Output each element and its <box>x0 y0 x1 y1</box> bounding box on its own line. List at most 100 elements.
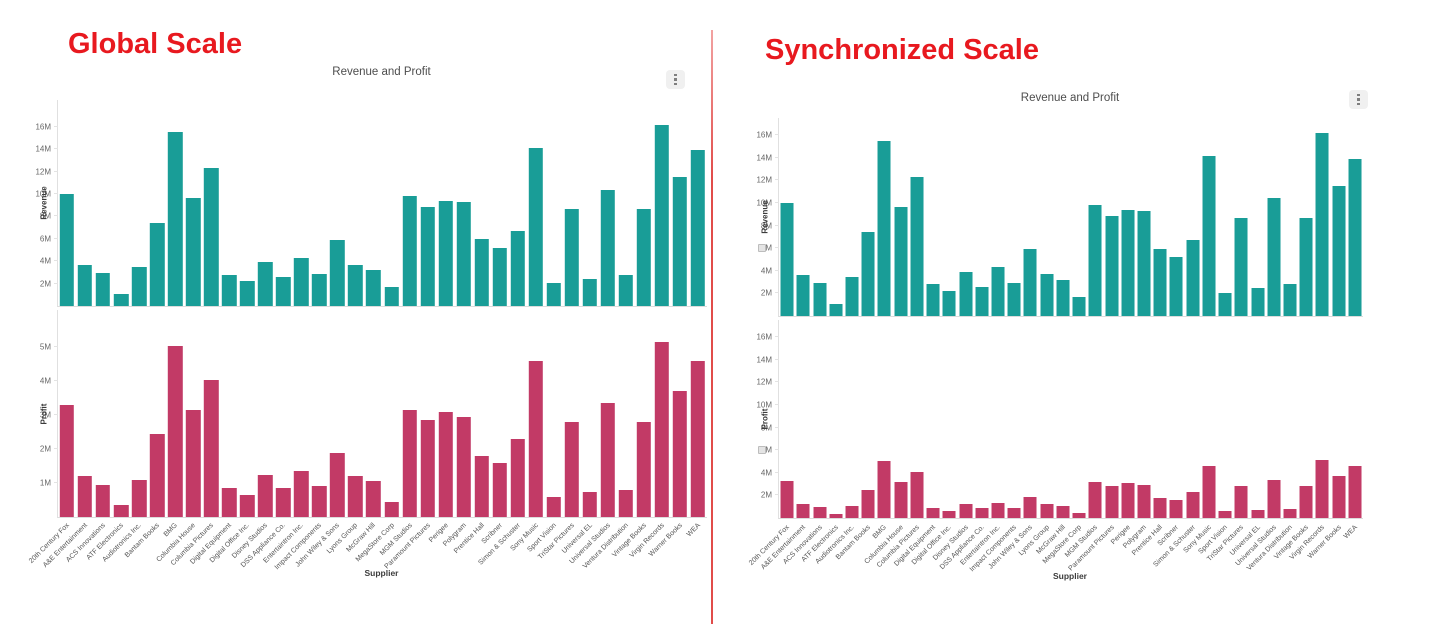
revenue-bar[interactable] <box>1072 296 1086 316</box>
profit-bar[interactable] <box>492 462 507 517</box>
profit-bar[interactable] <box>1137 484 1151 518</box>
revenue-bar[interactable] <box>492 247 507 306</box>
revenue-bar[interactable] <box>420 206 435 306</box>
profit-bar[interactable] <box>438 411 453 517</box>
profit-bar[interactable] <box>1348 465 1362 518</box>
profit-bar[interactable] <box>258 474 273 517</box>
profit-bar[interactable] <box>1218 511 1232 518</box>
profit-bar[interactable] <box>348 476 363 517</box>
profit-bar[interactable] <box>1056 506 1070 518</box>
profit-bar[interactable] <box>95 484 111 517</box>
revenue-bar[interactable] <box>1056 279 1070 316</box>
profit-bar[interactable] <box>77 476 93 517</box>
profit-bar[interactable] <box>780 480 794 518</box>
profit-bar[interactable] <box>796 504 810 518</box>
revenue-bar[interactable] <box>1023 249 1037 316</box>
profit-bar[interactable] <box>926 508 940 518</box>
revenue-bar[interactable] <box>1088 204 1102 316</box>
revenue-bar[interactable] <box>77 265 93 306</box>
revenue-bar[interactable] <box>1202 156 1216 316</box>
revenue-bar[interactable] <box>222 274 237 306</box>
revenue-bar[interactable] <box>600 189 616 306</box>
revenue-bar[interactable] <box>546 283 561 306</box>
revenue-bar[interactable] <box>1332 185 1346 316</box>
revenue-bar[interactable] <box>510 231 525 306</box>
revenue-bar[interactable] <box>959 271 973 316</box>
profit-bar[interactable] <box>510 438 525 517</box>
profit-bar[interactable] <box>312 486 327 517</box>
revenue-bar[interactable] <box>1169 257 1183 316</box>
revenue-bar[interactable] <box>348 264 363 306</box>
profit-bar[interactable] <box>1283 508 1297 518</box>
profit-bar[interactable] <box>420 420 435 517</box>
profit-bar[interactable] <box>564 421 579 517</box>
profit-bar[interactable] <box>1186 491 1200 518</box>
profit-bar[interactable] <box>366 481 381 517</box>
profit-bar[interactable] <box>384 501 399 517</box>
profit-bar[interactable] <box>672 391 688 517</box>
revenue-bar[interactable] <box>654 124 670 306</box>
profit-bar[interactable] <box>1105 485 1119 518</box>
revenue-bar[interactable] <box>1007 283 1021 316</box>
revenue-bar[interactable] <box>636 208 652 306</box>
profit-bar[interactable] <box>690 360 706 517</box>
revenue-bar[interactable] <box>59 194 75 306</box>
revenue-bar[interactable] <box>240 281 255 306</box>
revenue-bar[interactable] <box>991 267 1005 316</box>
profit-bar[interactable] <box>861 490 875 518</box>
revenue-bar[interactable] <box>438 200 453 306</box>
profit-bar[interactable] <box>1251 509 1265 518</box>
profit-bar[interactable] <box>1299 486 1313 518</box>
kebab-menu-icon[interactable] <box>1349 90 1368 109</box>
revenue-bar[interactable] <box>877 140 891 316</box>
profit-bar[interactable] <box>1072 512 1086 518</box>
profit-bar[interactable] <box>456 416 471 517</box>
revenue-bar[interactable] <box>1105 215 1119 316</box>
revenue-bar[interactable] <box>276 276 291 306</box>
profit-bar[interactable] <box>894 482 908 518</box>
profit-bar[interactable] <box>59 405 75 517</box>
profit-bar[interactable] <box>845 505 859 518</box>
profit-bar[interactable] <box>474 455 489 517</box>
revenue-bar[interactable] <box>1137 211 1151 316</box>
profit-bar[interactable] <box>167 345 183 517</box>
revenue-bar[interactable] <box>1234 217 1248 316</box>
profit-bar[interactable] <box>636 421 652 517</box>
profit-bar[interactable] <box>1153 497 1167 518</box>
revenue-bar[interactable] <box>690 150 706 306</box>
profit-bar[interactable] <box>330 452 345 517</box>
profit-bar[interactable] <box>546 496 561 517</box>
revenue-bar[interactable] <box>564 208 579 306</box>
revenue-bar[interactable] <box>113 293 129 306</box>
profit-bar[interactable] <box>402 410 417 517</box>
profit-bar[interactable] <box>829 514 843 518</box>
profit-bar[interactable] <box>528 360 543 517</box>
revenue-bar[interactable] <box>1040 274 1054 316</box>
revenue-bar[interactable] <box>474 239 489 306</box>
revenue-bar[interactable] <box>402 195 417 306</box>
revenue-bar[interactable] <box>942 291 956 316</box>
profit-bar[interactable] <box>1315 459 1329 518</box>
revenue-bar[interactable] <box>1315 132 1329 316</box>
profit-bar[interactable] <box>942 510 956 518</box>
revenue-bar[interactable] <box>312 273 327 306</box>
revenue-bar[interactable] <box>1299 217 1313 316</box>
profit-bar[interactable] <box>877 460 891 518</box>
revenue-bar[interactable] <box>1186 240 1200 316</box>
profit-bar[interactable] <box>185 410 201 517</box>
profit-bar[interactable] <box>1202 465 1216 518</box>
profit-bar[interactable] <box>1267 480 1281 518</box>
revenue-bar[interactable] <box>1121 209 1135 316</box>
revenue-bar[interactable] <box>167 132 183 306</box>
profit-bar[interactable] <box>975 508 989 518</box>
profit-bar[interactable] <box>131 479 147 517</box>
revenue-bar[interactable] <box>1283 284 1297 316</box>
revenue-bar[interactable] <box>894 206 908 316</box>
profit-bar[interactable] <box>618 489 634 517</box>
profit-bar[interactable] <box>113 505 129 517</box>
profit-bar[interactable] <box>910 472 924 518</box>
profit-bar[interactable] <box>654 342 670 517</box>
profit-bar[interactable] <box>294 471 309 517</box>
revenue-bar[interactable] <box>910 176 924 316</box>
profit-bar[interactable] <box>222 488 237 517</box>
